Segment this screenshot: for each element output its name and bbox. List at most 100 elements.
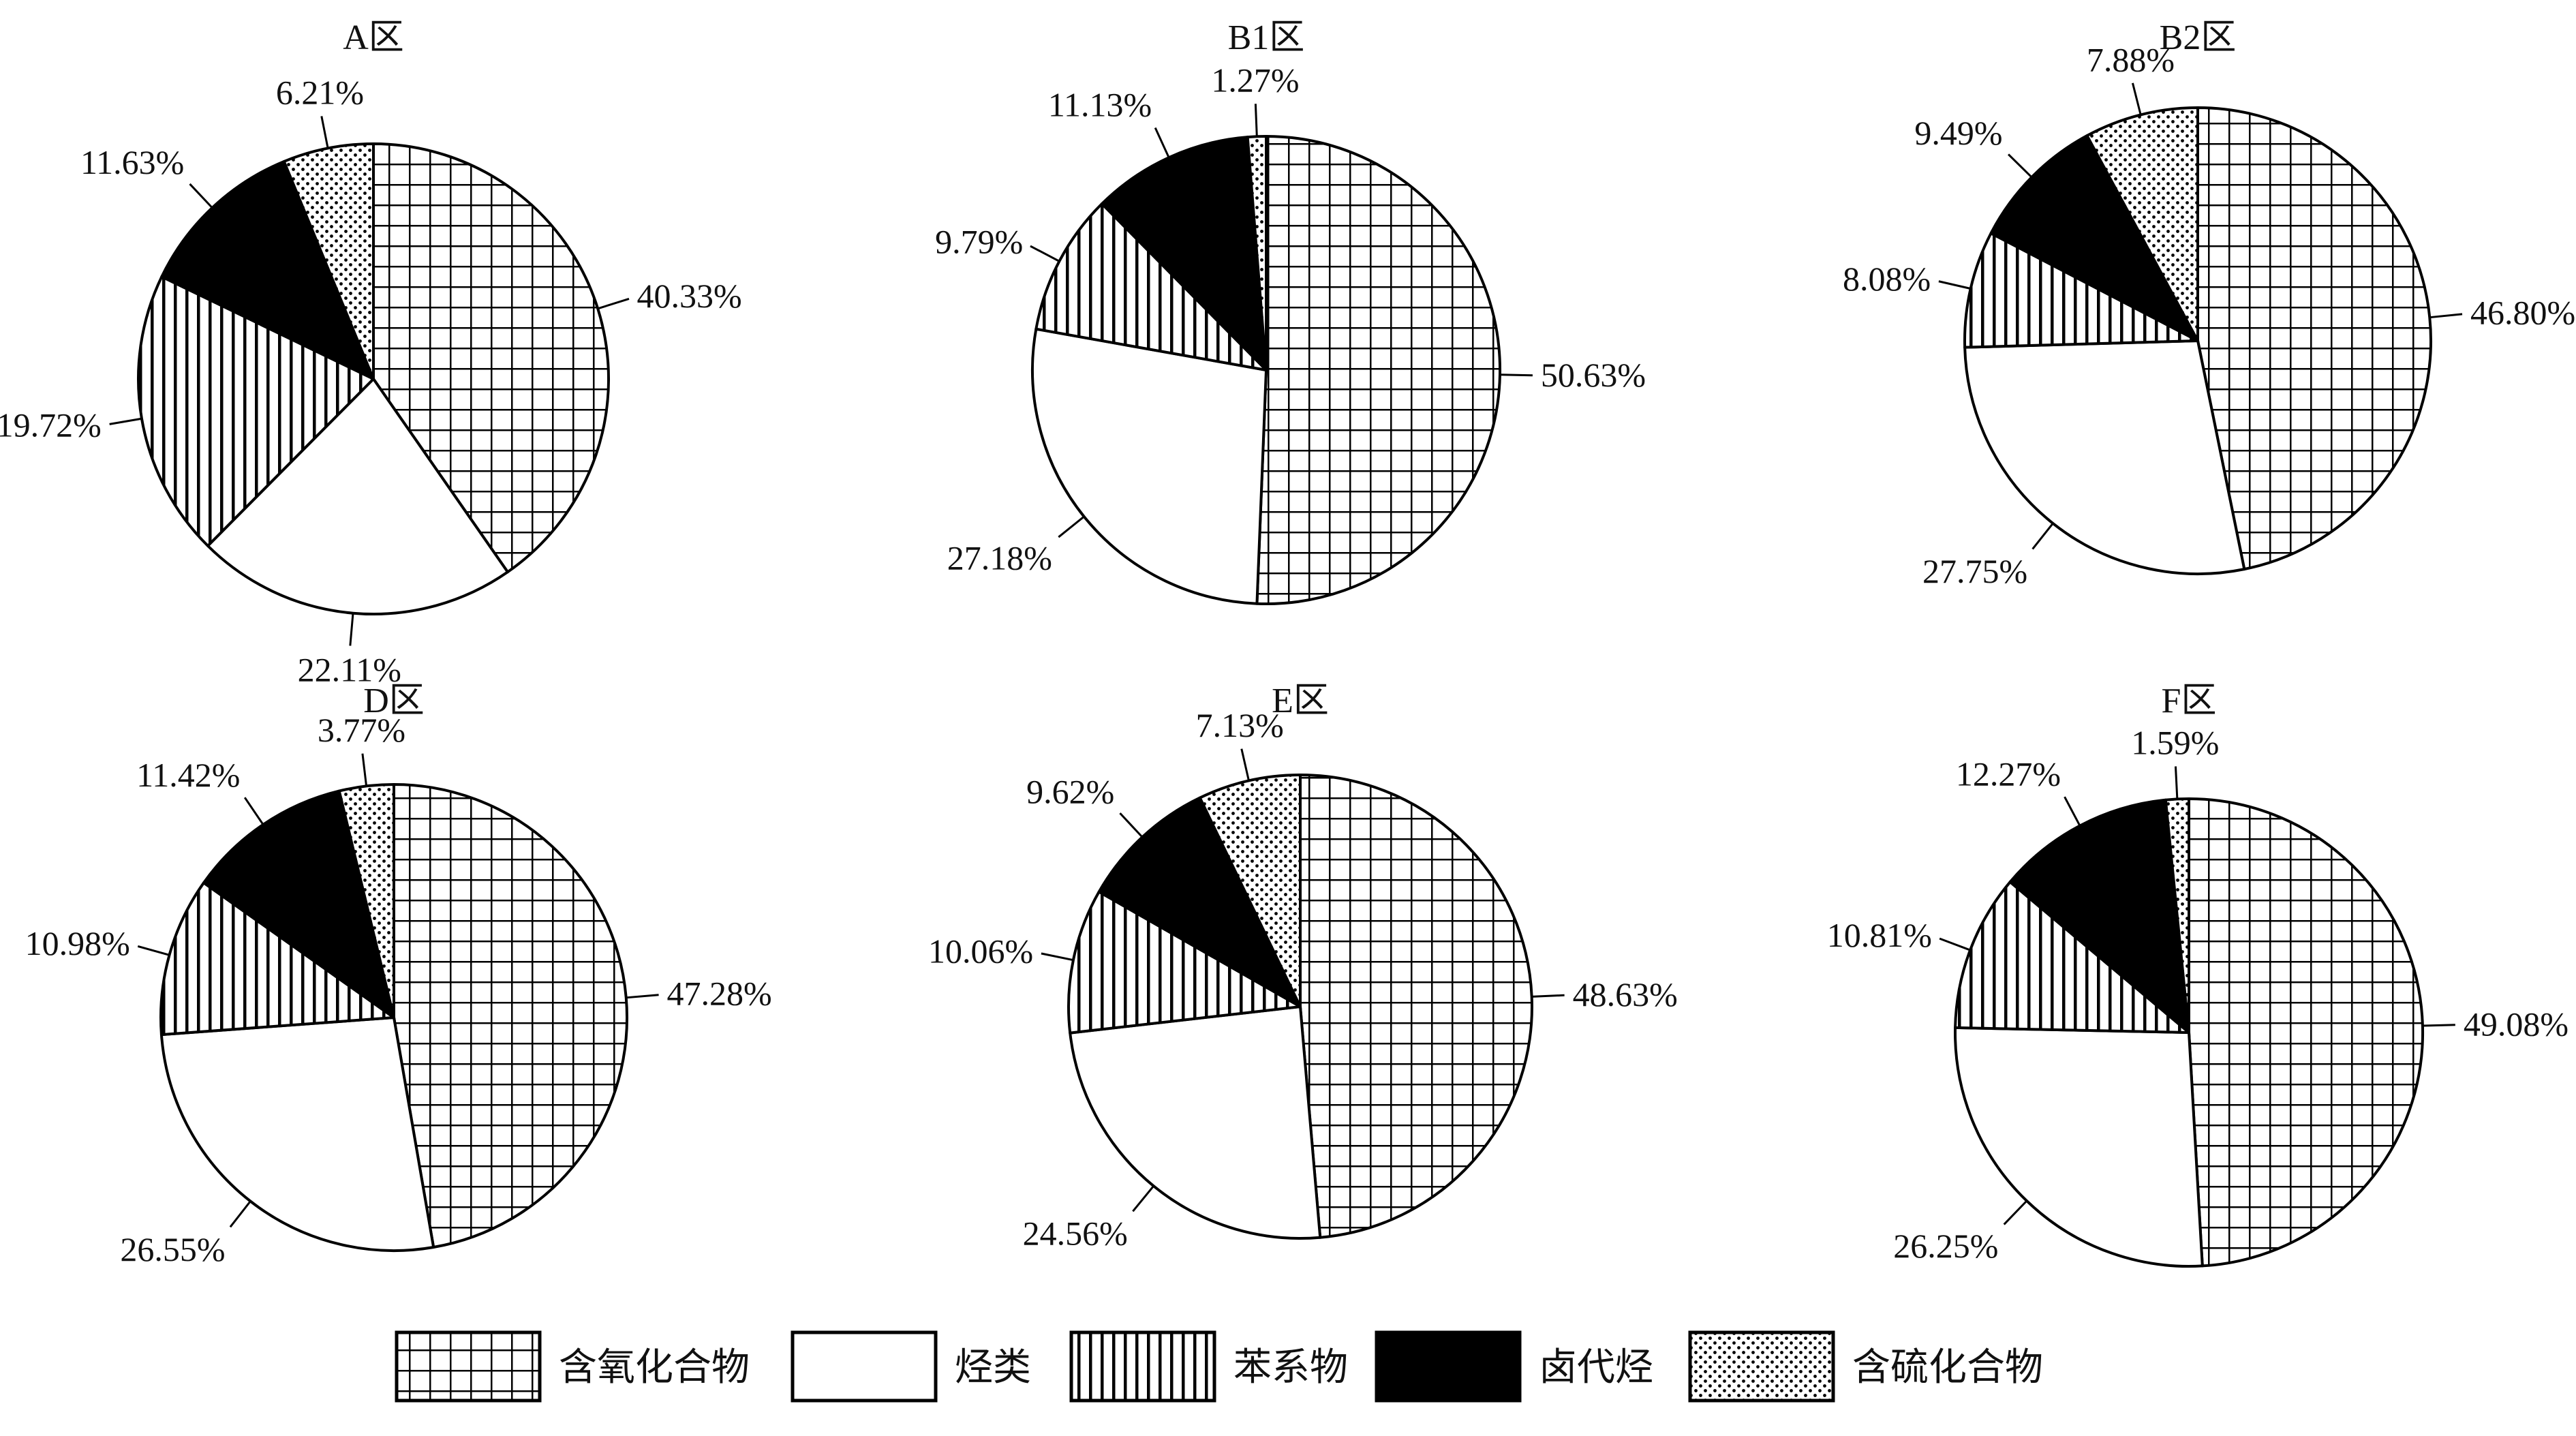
leader-line [1938,280,1971,290]
percent-label: 49.08% [2464,1005,2569,1043]
leader-line [229,1200,251,1228]
percent-label: 12.27% [1956,755,2061,793]
percent-label: 24.56% [1023,1215,1128,1253]
percent-label: 10.81% [1827,916,1932,954]
legend-swatch [1688,1330,1835,1403]
pie-chart: B1区 50.63% 27.18% 9.79% 11.13% 1.27% [935,18,1646,605]
pie-chart: B2区 46.80% 27.75% 8.08% 9.49% 7.88% [1843,18,2575,590]
percent-label: 46.80% [2470,294,2575,332]
pie-title: E区 [1272,682,1329,720]
percent-label: 27.18% [947,539,1052,577]
percent-label: 11.13% [1048,86,1152,124]
legend-swatch [791,1330,938,1403]
percent-label: 6.21% [276,74,364,112]
percent-label: 22.11% [298,650,401,688]
pie-slice-sulfur [1198,774,1302,1008]
pie-slice-hydrocarbons [1954,1026,2204,1268]
leader-line [597,298,630,310]
pie-chart: A区 40.33% 22.11% 19.72% 11.63% 6.21% [0,18,742,688]
pie-chart: D区 47.28% 26.55% 10.98% 11.42% 3.77% [25,682,772,1268]
pie-slice-oxygenated [2196,106,2432,571]
pie-slice-halogenated [1097,796,1302,1008]
percent-label: 3.77% [318,711,405,749]
leader-line [109,417,142,425]
percent-label: 50.63% [1541,356,1646,394]
leader-line [2008,153,2033,179]
pie-slice-oxygenated [372,142,610,574]
leader-line [361,753,368,786]
pie-slice-benzene-series [1963,232,2199,349]
pie-slice-sulfur [1246,134,1268,371]
leader-line [1531,994,1565,998]
percent-label: 11.63% [80,143,184,181]
leader-line [137,945,170,956]
leader-line [1058,515,1085,538]
pie-title: D区 [363,682,425,720]
legend-item-oxygenated: 含氧化合物 [395,1330,750,1403]
legend: 含氧化合物 烃类 苯系物 卤代烃 含硫化合物 [395,1330,2043,1403]
leader-line [243,797,264,825]
legend-item-benzene-series: 苯系物 [1069,1330,1348,1403]
pie-slice-sulfur [2085,106,2199,342]
percent-label: 7.88% [2087,40,2175,78]
percent-label: 10.98% [25,924,130,962]
leader-line [189,183,213,209]
leader-line [1041,952,1074,962]
leader-line [1939,937,1971,951]
leader-line [1254,104,1258,137]
pie-chart: E区 48.63% 24.56% 10.06% 9.62% 7.13% [928,682,1678,1253]
pie-slice-oxygenated [2188,797,2425,1268]
percent-label: 40.33% [637,277,741,315]
pie-slice-hydrocarbons [1963,339,2246,575]
legend-label: 烃类 [955,1345,1031,1390]
leader-line [2429,313,2463,319]
leader-line [2064,796,2081,827]
leader-line [2422,1024,2455,1027]
leader-line [1499,373,1533,377]
pies-layer: A区 40.33% 22.11% 19.72% 11.63% 6.21% B1区 50.63%… [0,18,2575,1268]
pie-title: B1区 [1228,18,1305,57]
leader-line [2174,766,2179,799]
percent-label: 7.13% [1196,706,1284,744]
leader-line [320,116,329,149]
pie-title: B2区 [2160,18,2237,57]
leader-line [1119,812,1144,838]
legend-label: 卤代烃 [1539,1345,1653,1390]
percent-label: 47.28% [667,975,772,1013]
pie-slice-oxygenated [1299,774,1533,1239]
leader-line [1132,1185,1154,1212]
pie-slice-oxygenated [393,783,629,1249]
pie-slice-sulfur [282,142,375,380]
legend-swatch [395,1330,542,1403]
percent-label: 10.06% [928,932,1033,971]
percent-label: 48.63% [1573,975,1678,1013]
percent-label: 27.75% [1922,552,2027,590]
pie-slice-hydrocarbons [206,378,509,615]
leader-line [2131,82,2142,115]
percent-label: 1.59% [2131,724,2219,762]
pie-slice-benzene-series [137,275,375,547]
pie-slice-hydrocarbons [1030,327,1268,605]
leader-line [2031,522,2054,550]
pie-slice-benzene-series [1067,890,1302,1035]
leader-line [349,613,354,646]
legend-swatch [1375,1330,1522,1403]
legend-item-sulfur: 含硫化合物 [1688,1330,2043,1403]
legend-item-halogenated: 卤代烃 [1375,1330,1653,1403]
percent-label: 11.42% [136,756,240,794]
pie-chart: F区 49.08% 26.25% 10.81% 12.27% 1.59% [1827,682,2569,1268]
legend-label: 含氧化合物 [559,1345,750,1390]
percent-label: 9.62% [1026,772,1114,810]
legend-label: 含硫化合物 [1852,1345,2043,1390]
leader-line [626,994,659,999]
pie-slice-oxygenated [1255,135,1502,605]
leader-line [1240,748,1250,781]
legend-item-hydrocarbons: 烃类 [791,1330,1031,1403]
percent-label: 1.27% [1211,61,1299,99]
percent-label: 26.55% [120,1230,225,1268]
pie-slice-halogenated [160,159,375,380]
percent-label: 26.25% [1893,1227,1998,1265]
pie-slice-hydrocarbons [1069,1005,1322,1240]
